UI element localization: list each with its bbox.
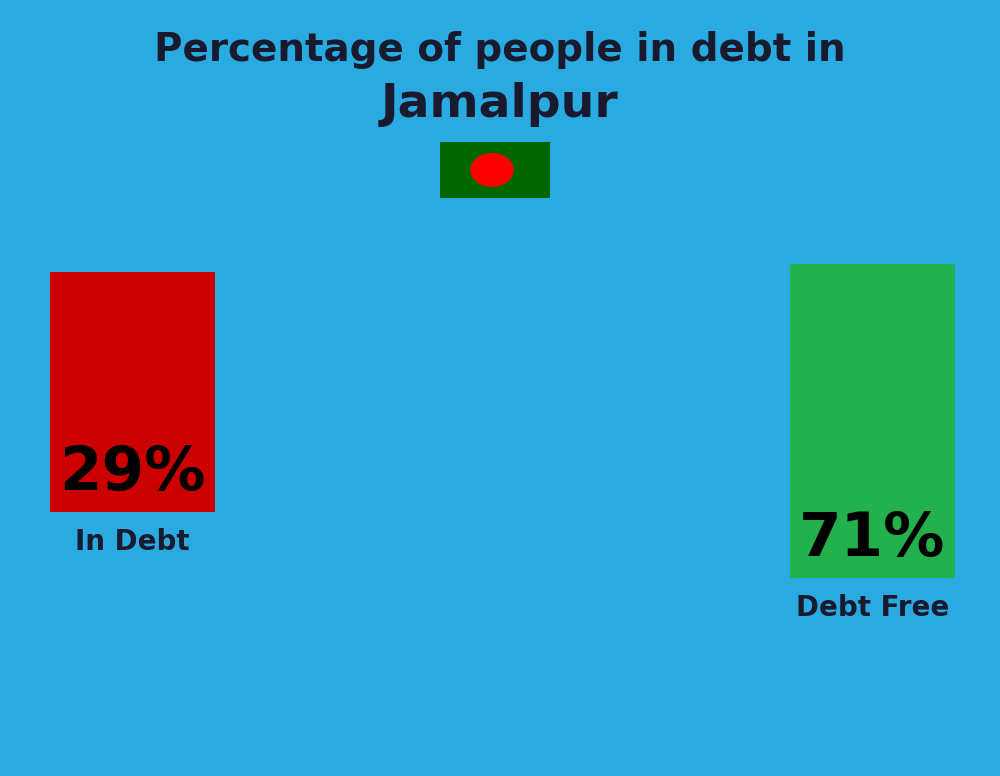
- Text: Percentage of people in debt in: Percentage of people in debt in: [154, 32, 846, 69]
- FancyBboxPatch shape: [50, 272, 215, 512]
- Circle shape: [471, 154, 513, 186]
- FancyBboxPatch shape: [440, 142, 550, 198]
- Text: 71%: 71%: [799, 510, 946, 569]
- Text: Debt Free: Debt Free: [796, 594, 949, 622]
- Text: Jamalpur: Jamalpur: [381, 82, 619, 127]
- Circle shape: [275, 206, 725, 555]
- Text: In Debt: In Debt: [75, 528, 190, 556]
- FancyBboxPatch shape: [790, 264, 955, 578]
- Text: 29%: 29%: [59, 444, 206, 503]
